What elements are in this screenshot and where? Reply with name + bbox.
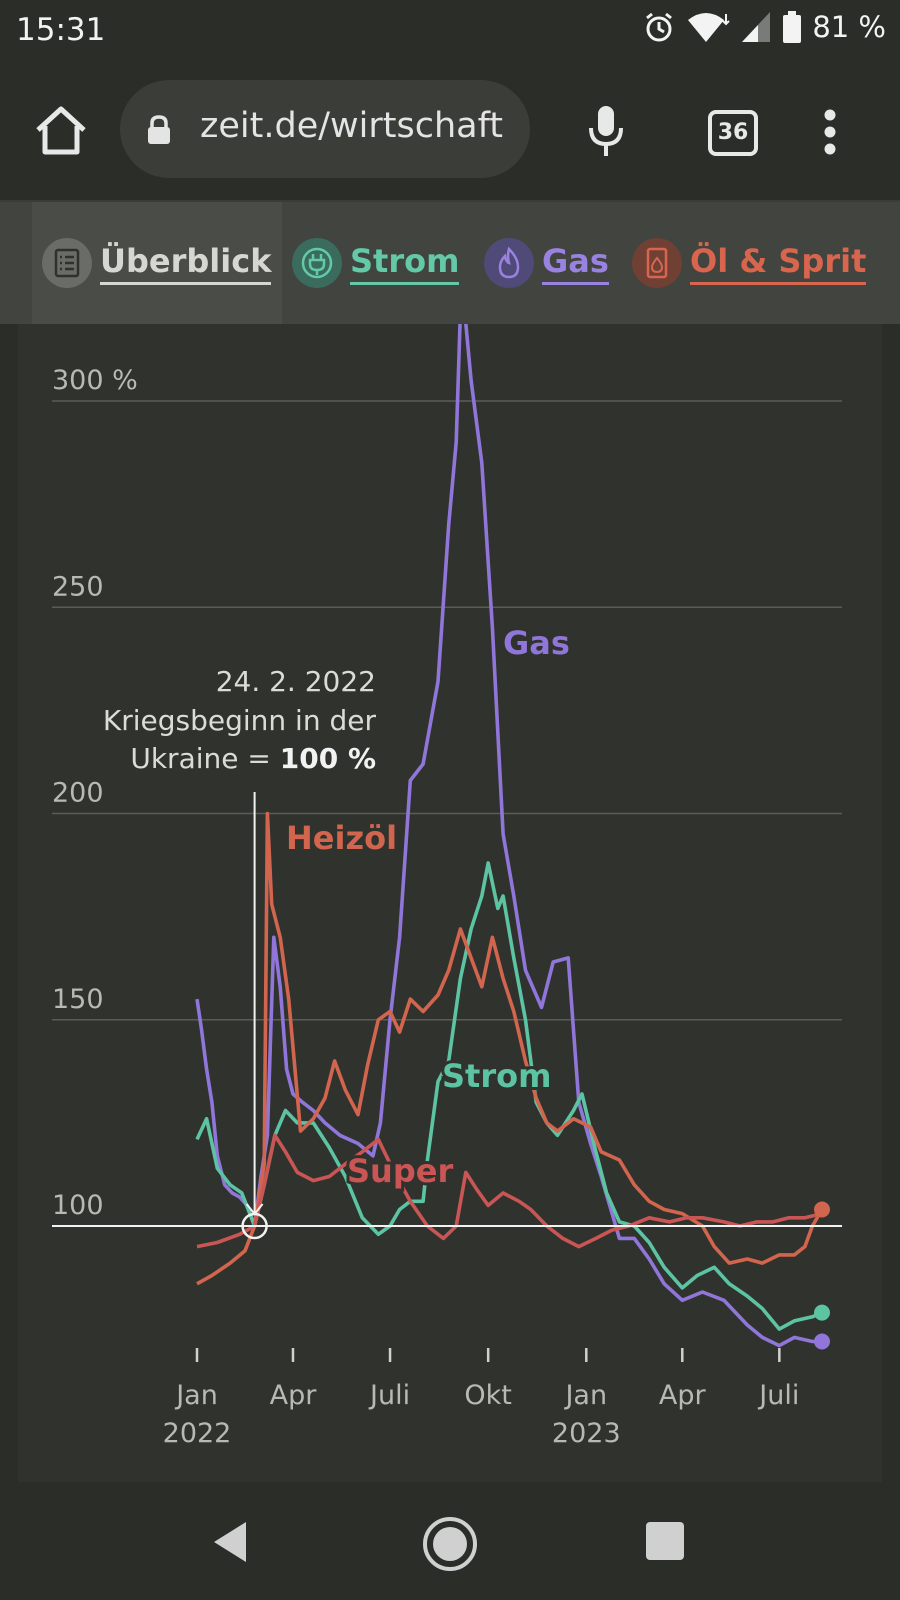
x-tick-label-2: Juli [368, 1380, 410, 1411]
series-line-super [196, 1133, 823, 1249]
tab-gas-label: Gas [542, 242, 609, 285]
category-nav: Überblick Strom Gas Öl & Sprit [0, 202, 900, 324]
annotation-line2-bold: 100 % [280, 742, 376, 775]
price-index-chart: 300 % 250 200 150 100 Jan 2022 Apr Juli Okt Jan 20… [52, 324, 842, 1449]
tab-strom[interactable]: Strom [292, 202, 460, 324]
y-tick-label-150: 150 [52, 984, 104, 1015]
x-tick-label-5: Apr [659, 1380, 707, 1411]
tab-ueberblick[interactable]: Überblick [32, 202, 282, 324]
x-tick-label-1: Apr [270, 1380, 318, 1411]
tab-oel-sprit[interactable]: Öl & Sprit [632, 202, 867, 324]
signal-icon [742, 12, 771, 42]
status-icons: 81 % [642, 10, 886, 44]
lock-icon [148, 115, 170, 144]
chart-series [195, 324, 830, 1350]
chart-grid: 300 % 250 200 150 100 [52, 365, 842, 1221]
annotation-line1: Kriegsbeginn in der [103, 704, 377, 737]
x-tick-year-0: 2022 [163, 1418, 232, 1449]
x-tick-label-3: Okt [464, 1380, 511, 1411]
y-tick-label-300: 300 % [52, 365, 138, 396]
plug-icon [292, 238, 342, 288]
tab-oel-sprit-label: Öl & Sprit [690, 242, 867, 285]
browser-toolbar: zeit.de/wirtschaft 36 [0, 64, 900, 202]
series-end-dot-heizöl [814, 1201, 830, 1218]
overflow-menu-icon[interactable] [822, 108, 838, 156]
x-axis: Jan 2022 Apr Juli Okt Jan 2023 Apr Juli [163, 1348, 799, 1449]
canister-icon [632, 238, 682, 288]
home-nav-icon[interactable] [422, 1516, 478, 1572]
annotation-marker [241, 1212, 268, 1240]
annotation-date: 24. 2. 2022 [216, 665, 376, 698]
wifi-icon [688, 13, 731, 42]
series-labels: Gas Heizöl Strom Super [283, 621, 573, 1193]
series-end-dot-gas [814, 1333, 830, 1350]
system-nav-bar [0, 1482, 900, 1600]
home-icon[interactable] [32, 102, 90, 160]
series-line-heizöl [196, 811, 824, 1286]
y-tick-label-250: 250 [52, 571, 104, 602]
microphone-icon[interactable] [588, 104, 624, 160]
x-tick-label-4: Jan [563, 1380, 607, 1411]
x-tick-year-4: 2023 [552, 1418, 621, 1449]
recent-apps-icon[interactable] [646, 1522, 684, 1560]
tab-strom-label: Strom [350, 242, 460, 285]
series-end-dot-strom [814, 1304, 830, 1321]
url-text: zeit.de/wirtschaft [200, 106, 504, 146]
status-bar: 15:31 81 % [0, 0, 900, 64]
annotation-line2: Ukraine = 100 % [130, 742, 376, 775]
series-label-heizöl: Heizöl [286, 819, 397, 857]
alarm-icon [646, 12, 673, 42]
status-time: 15:31 [16, 12, 106, 48]
x-tick-label-6: Juli [757, 1380, 799, 1411]
annotation-line2-prefix: Ukraine = [130, 742, 279, 775]
tab-gas[interactable]: Gas [484, 202, 609, 324]
battery-icon [783, 11, 802, 43]
y-tick-label-100: 100 [52, 1190, 104, 1221]
x-tick-label-0: Jan [174, 1380, 218, 1411]
series-label-super: Super [347, 1152, 453, 1190]
war-start-annotation: 24. 2. 2022 Kriegsbeginn in der Ukraine = … [52, 665, 842, 1240]
series-label-gas: Gas [503, 624, 570, 662]
y-tick-label-200: 200 [52, 778, 104, 809]
address-bar[interactable]: zeit.de/wirtschaft [120, 80, 530, 178]
series-label-strom: Strom [442, 1057, 551, 1095]
list-icon [42, 238, 92, 288]
tab-ueberblick-label: Überblick [100, 242, 272, 285]
tab-switcher-button[interactable]: 36 [708, 110, 758, 156]
back-icon[interactable] [212, 1520, 250, 1564]
series-line-strom [195, 861, 823, 1331]
battery-percent: 81 % [812, 10, 886, 44]
flame-icon [484, 238, 534, 288]
